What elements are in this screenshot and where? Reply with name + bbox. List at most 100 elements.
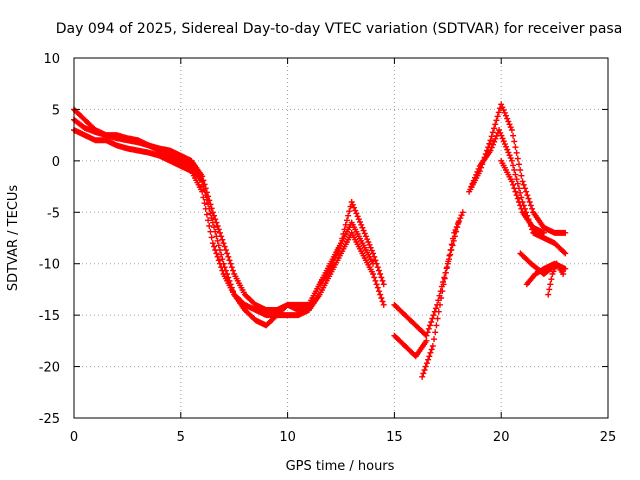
data-point	[207, 228, 214, 235]
data-point	[493, 117, 500, 124]
data-point	[375, 267, 382, 274]
data-point	[508, 127, 515, 133]
data-point	[429, 315, 436, 322]
data-point	[366, 241, 373, 248]
data-point	[370, 260, 377, 267]
grid-lines	[74, 58, 608, 418]
data-point	[208, 205, 215, 212]
data-point	[457, 215, 464, 222]
y-tick-label: -10	[39, 258, 60, 273]
data-point	[215, 242, 222, 249]
data-point	[492, 135, 499, 142]
x-axis-ticks: 0 5 10 15 20 25	[70, 58, 616, 445]
data-point	[367, 244, 374, 251]
x-tick-label: 5	[177, 430, 185, 445]
data-point	[488, 144, 495, 151]
data-point	[512, 171, 519, 178]
data-point	[475, 165, 482, 172]
data-point	[514, 180, 521, 187]
data-point	[372, 257, 379, 264]
data-point	[441, 275, 448, 282]
x-tick-label: 15	[386, 430, 403, 445]
data-point	[434, 315, 441, 322]
data-point	[517, 167, 524, 173]
data-point	[348, 199, 355, 205]
data-point	[215, 226, 222, 233]
data-point	[214, 223, 221, 229]
x-tick-label: 25	[600, 430, 617, 445]
data-point	[353, 210, 360, 217]
data-point	[517, 202, 524, 209]
chart-title: Day 094 of 2025, Sidereal Day-to-day VTE…	[56, 21, 623, 37]
data-point	[419, 373, 426, 380]
data-point	[526, 199, 533, 205]
data-point	[545, 291, 552, 298]
data-point	[513, 149, 520, 156]
data-point	[219, 236, 226, 243]
y-axis-label: SDTVAR / TECUs	[6, 185, 21, 292]
data-point	[218, 251, 225, 258]
data-point	[203, 211, 210, 218]
data-point	[438, 295, 445, 301]
data-point	[510, 162, 517, 169]
data-point	[427, 349, 434, 356]
data-point	[514, 195, 521, 202]
data-point	[517, 189, 524, 196]
series-track-3	[71, 127, 387, 319]
data-point	[474, 168, 481, 175]
data-point	[527, 202, 534, 209]
data-point	[351, 204, 358, 211]
data-point	[380, 281, 387, 288]
series-track-8	[468, 127, 569, 257]
data-point	[199, 188, 206, 195]
data-point	[216, 229, 223, 236]
data-point	[372, 277, 379, 284]
data-point	[199, 173, 206, 180]
data-point	[495, 109, 502, 116]
data-point	[499, 104, 506, 111]
data-point	[510, 181, 517, 188]
data-point	[529, 205, 536, 212]
data-point	[445, 258, 452, 265]
data-point	[378, 295, 385, 301]
data-point	[425, 325, 432, 332]
data-point	[519, 178, 526, 185]
data-point	[429, 343, 436, 349]
data-point	[507, 124, 514, 131]
data-point	[221, 243, 228, 250]
data-point	[216, 260, 223, 267]
data-point	[561, 249, 568, 256]
data-point	[452, 226, 459, 233]
data-point	[431, 336, 438, 343]
data-point	[487, 137, 494, 144]
data-point	[553, 260, 560, 267]
y-tick-label: -25	[39, 412, 60, 427]
data-point	[206, 197, 213, 204]
data-point	[222, 247, 229, 253]
data-point	[370, 250, 377, 257]
data-point	[420, 370, 427, 377]
data-point	[459, 209, 466, 216]
data-point	[349, 201, 356, 208]
data-point	[374, 264, 381, 271]
data-point	[426, 353, 433, 360]
data-point	[423, 360, 430, 367]
data-point	[469, 180, 476, 187]
data-point	[425, 356, 432, 363]
data-point	[352, 207, 359, 214]
data-point	[226, 257, 233, 264]
data-point	[225, 253, 232, 260]
data-point	[507, 155, 514, 162]
data-point	[518, 194, 525, 201]
data-point	[346, 208, 353, 215]
data-point	[218, 264, 225, 271]
data-point	[373, 281, 380, 288]
series-track-9	[498, 157, 547, 236]
data-point	[436, 301, 443, 308]
data-point	[365, 239, 372, 245]
data-point	[200, 194, 207, 201]
data-point	[458, 212, 465, 219]
data-point	[518, 172, 525, 179]
data-point	[375, 288, 382, 295]
data-point	[213, 250, 220, 257]
